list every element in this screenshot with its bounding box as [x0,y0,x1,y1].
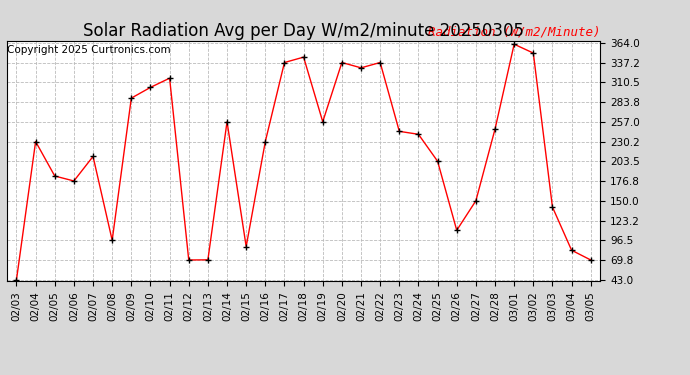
Text: Copyright 2025 Curtronics.com: Copyright 2025 Curtronics.com [7,45,170,55]
Text: Radiation (W/m2/Minute): Radiation (W/m2/Minute) [428,26,600,39]
Title: Solar Radiation Avg per Day W/m2/minute 20250305: Solar Radiation Avg per Day W/m2/minute … [83,22,524,40]
